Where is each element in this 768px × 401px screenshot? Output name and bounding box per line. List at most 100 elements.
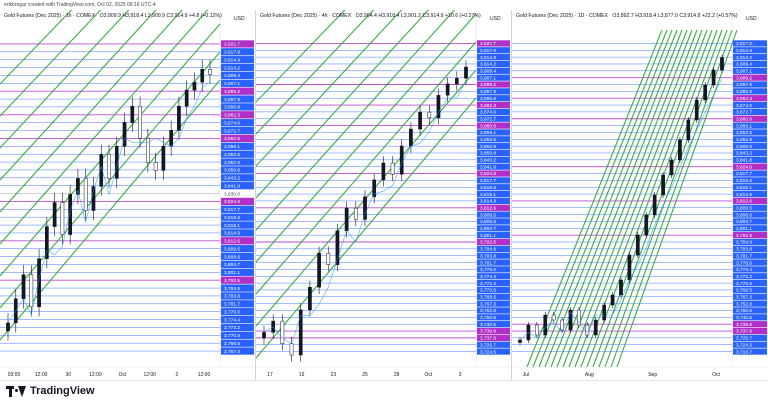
candle-body — [107, 154, 111, 179]
price-label-bg — [221, 339, 254, 347]
time-tick-label: 03:00 — [8, 372, 21, 378]
moving-average-line — [7, 81, 211, 324]
price-label: 3,752.8 — [480, 308, 496, 314]
price-label: 3,897.9 — [224, 97, 240, 103]
chart-panel-1d[interactable]: Gold Futures (Dec 2025) · 1D · COMEX O3,… — [512, 10, 768, 380]
price-label-bg — [733, 197, 767, 205]
candle-body — [184, 89, 189, 107]
price-label: 3,899.2 — [736, 75, 752, 81]
candle-body — [153, 162, 158, 171]
price-label-bg — [477, 95, 510, 102]
price-label: 3,897.9 — [736, 82, 752, 88]
moving-average-line — [519, 78, 723, 341]
chart-canvas-4h[interactable]: 3,922.73,917.93,914.93,914.23,909.43,907… — [256, 10, 511, 380]
price-label: 3,816.6 — [480, 185, 496, 191]
price-label: 3,801.1 — [224, 270, 240, 276]
price-label: 3,853.5 — [736, 130, 752, 136]
price-label: 3,808.6 — [480, 219, 496, 225]
price-label: 3,872.7 — [736, 110, 752, 116]
chart-canvas-1h[interactable]: 3,922.7 3,917.93,914.9 3,914.2 3,909.4 3,907… — [0, 10, 255, 380]
price-label-bg — [477, 307, 510, 314]
price-label-bg — [477, 259, 510, 266]
candle-body — [454, 77, 459, 85]
price-label: 3,882.3 — [480, 103, 496, 109]
trendline — [0, 79, 221, 341]
price-label-bg — [477, 286, 510, 294]
price-label: 3,737.6 — [480, 336, 496, 342]
price-label: 3,897.9 — [480, 89, 496, 95]
price-label: 3,914.9 — [480, 55, 496, 61]
price-label-bg — [221, 221, 254, 229]
price-label: 3,853.5 — [480, 137, 496, 143]
trendline — [256, 10, 430, 199]
candle-body — [298, 309, 303, 356]
price-label: 3,882.3 — [736, 96, 752, 102]
price-label-bg — [477, 327, 510, 335]
time-tick-label: 28 — [394, 372, 400, 378]
candle-body — [694, 99, 699, 121]
price-label: 3,824.6 — [736, 164, 752, 170]
price-label-bg — [221, 111, 254, 119]
price-label: 3,781.7 — [480, 260, 496, 266]
trendline — [256, 10, 456, 231]
price-label-bg — [477, 88, 510, 95]
price-label-bg — [221, 315, 254, 324]
price-label-bg — [477, 314, 510, 321]
price-label: 3,917.9 — [736, 41, 752, 47]
candle-body — [445, 83, 450, 96]
price-label-bg — [221, 331, 254, 339]
brand-name: TradingView — [30, 385, 95, 397]
trendline — [0, 51, 221, 309]
candle-body — [326, 253, 331, 265]
candle-body — [138, 105, 142, 139]
candle-body — [372, 179, 377, 198]
trendline — [574, 29, 703, 368]
chart-header: erikbregar created with TradingView.com,… — [4, 2, 156, 8]
price-label: 3,781.7 — [224, 302, 240, 308]
panel-title: Gold Futures (Dec 2025) · 1D · COMEX O3,… — [516, 13, 741, 19]
price-label-bg — [733, 101, 767, 109]
price-label-bg — [477, 47, 510, 54]
price-label: 3,792.5 — [480, 240, 496, 246]
price-label: 3,856.1 — [480, 130, 496, 136]
price-label: 3,752.8 — [736, 301, 752, 307]
price-label: 3,812.6 — [480, 205, 496, 211]
symbol-label: Gold Futures (Dec 2025) · 1h · COMEX — [4, 13, 96, 19]
price-label: 3,774.4 — [736, 267, 752, 273]
price-label: 3,804.7 — [224, 262, 240, 268]
chart-panel-4h[interactable]: Gold Futures (Dec 2025) · 4h · COMEX O3,… — [256, 10, 512, 380]
trendline — [0, 23, 221, 277]
chart-panel-1h[interactable]: Gold Futures (Dec 2025) · 1h · COMEX O3,… — [0, 10, 256, 380]
price-label-bg — [221, 40, 254, 48]
candle-body — [91, 186, 96, 211]
price-label-bg — [477, 348, 510, 355]
price-label: 3,768.5 — [736, 288, 752, 294]
chart-canvas-1d[interactable]: 3,917.93,914.93,914.23,909.43,907.13,899… — [512, 10, 768, 380]
price-label: 3,874.0 — [224, 120, 240, 126]
price-label: 3,770.5 — [736, 281, 752, 287]
trendline — [0, 10, 102, 117]
trendline — [0, 10, 73, 85]
price-label-bg — [733, 60, 767, 68]
candle-body — [593, 319, 598, 336]
trendline — [256, 13, 477, 263]
price-label: 3,814.9 — [224, 231, 240, 237]
candle-body — [308, 286, 312, 311]
price-label: 3,824.6 — [480, 171, 496, 177]
price-label-bg — [733, 143, 767, 150]
candle-body — [669, 159, 674, 176]
price-label: 3,922.7 — [480, 41, 496, 47]
price-label: 3,812.6 — [224, 239, 240, 245]
candle-body — [518, 339, 522, 343]
candle-body — [381, 162, 386, 181]
trendline — [538, 29, 673, 368]
price-label-bg — [733, 47, 767, 54]
price-label-bg — [733, 245, 767, 252]
price-label-bg — [477, 143, 510, 150]
candle-body — [37, 258, 41, 308]
tradingview-logo[interactable]: TradingView — [6, 385, 95, 397]
price-label: 3,922.7 — [224, 42, 240, 48]
trendline — [0, 10, 157, 181]
price-label-bg — [477, 74, 510, 81]
candle-body — [21, 274, 26, 300]
